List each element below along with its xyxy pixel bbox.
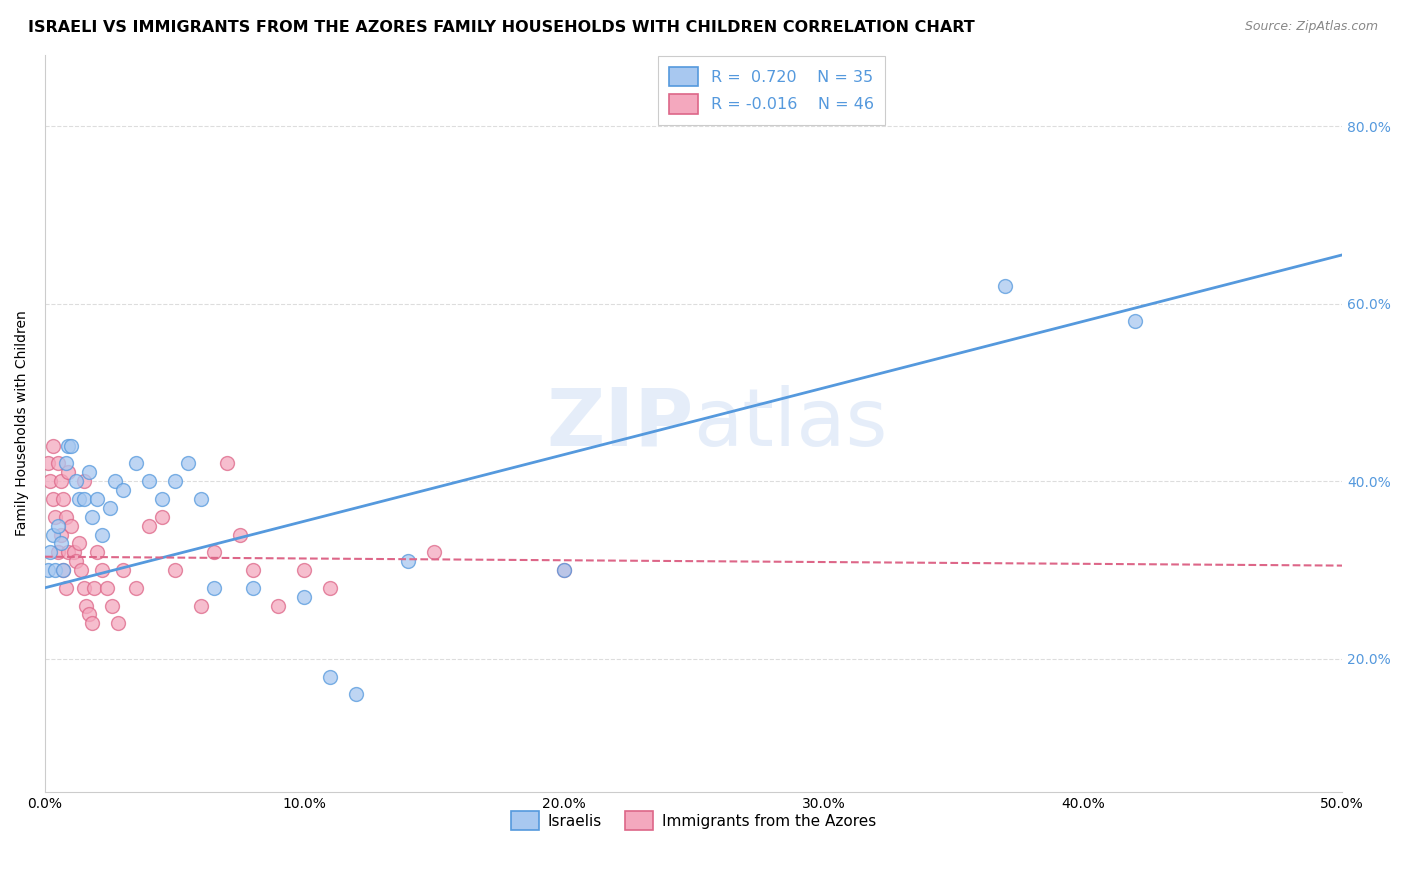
Point xyxy=(553,563,575,577)
Point xyxy=(42,527,65,541)
Point xyxy=(242,581,264,595)
Point xyxy=(55,509,77,524)
Point xyxy=(49,475,72,489)
Point xyxy=(138,518,160,533)
Point xyxy=(242,563,264,577)
Text: Source: ZipAtlas.com: Source: ZipAtlas.com xyxy=(1244,20,1378,33)
Point xyxy=(163,563,186,577)
Point xyxy=(294,590,316,604)
Point xyxy=(423,545,446,559)
Point xyxy=(59,518,82,533)
Point xyxy=(73,581,96,595)
Point xyxy=(67,536,90,550)
Point xyxy=(37,457,59,471)
Point xyxy=(215,457,238,471)
Point xyxy=(44,509,66,524)
Point xyxy=(42,491,65,506)
Point xyxy=(55,581,77,595)
Point xyxy=(1123,314,1146,328)
Point xyxy=(86,491,108,506)
Point xyxy=(80,509,103,524)
Point xyxy=(46,457,69,471)
Point xyxy=(91,563,114,577)
Point xyxy=(52,491,75,506)
Point xyxy=(319,669,342,683)
Point xyxy=(42,439,65,453)
Point xyxy=(46,545,69,559)
Point xyxy=(76,599,98,613)
Point xyxy=(107,616,129,631)
Point xyxy=(58,466,80,480)
Point xyxy=(37,563,59,577)
Point xyxy=(150,509,173,524)
Point xyxy=(52,563,75,577)
Text: ZIP: ZIP xyxy=(547,384,693,463)
Point xyxy=(80,616,103,631)
Point xyxy=(77,607,100,622)
Point xyxy=(39,475,62,489)
Point xyxy=(104,475,127,489)
Point xyxy=(70,563,93,577)
Point xyxy=(228,527,250,541)
Point xyxy=(202,545,225,559)
Point xyxy=(58,439,80,453)
Point xyxy=(49,536,72,550)
Point xyxy=(553,563,575,577)
Point xyxy=(73,491,96,506)
Point xyxy=(39,545,62,559)
Legend: Israelis, Immigrants from the Azores: Israelis, Immigrants from the Azores xyxy=(505,805,882,836)
Point xyxy=(58,545,80,559)
Point xyxy=(125,581,148,595)
Point xyxy=(46,518,69,533)
Point xyxy=(73,475,96,489)
Point xyxy=(77,466,100,480)
Point xyxy=(267,599,290,613)
Point xyxy=(98,500,121,515)
Point xyxy=(59,439,82,453)
Y-axis label: Family Households with Children: Family Households with Children xyxy=(15,310,30,536)
Point xyxy=(62,545,84,559)
Point xyxy=(176,457,198,471)
Point xyxy=(96,581,118,595)
Point xyxy=(150,491,173,506)
Point xyxy=(55,457,77,471)
Point xyxy=(83,581,105,595)
Point xyxy=(67,491,90,506)
Point xyxy=(52,563,75,577)
Point xyxy=(190,491,212,506)
Point xyxy=(65,554,87,568)
Point xyxy=(294,563,316,577)
Point xyxy=(125,457,148,471)
Point xyxy=(111,563,134,577)
Point xyxy=(101,599,124,613)
Point xyxy=(344,687,367,701)
Point xyxy=(202,581,225,595)
Point xyxy=(396,554,419,568)
Point xyxy=(44,563,66,577)
Point xyxy=(86,545,108,559)
Point xyxy=(163,475,186,489)
Point xyxy=(190,599,212,613)
Point xyxy=(994,279,1017,293)
Point xyxy=(91,527,114,541)
Point xyxy=(111,483,134,497)
Text: atlas: atlas xyxy=(693,384,889,463)
Point xyxy=(65,475,87,489)
Point xyxy=(49,527,72,541)
Text: ISRAELI VS IMMIGRANTS FROM THE AZORES FAMILY HOUSEHOLDS WITH CHILDREN CORRELATIO: ISRAELI VS IMMIGRANTS FROM THE AZORES FA… xyxy=(28,20,974,35)
Point xyxy=(319,581,342,595)
Point xyxy=(138,475,160,489)
